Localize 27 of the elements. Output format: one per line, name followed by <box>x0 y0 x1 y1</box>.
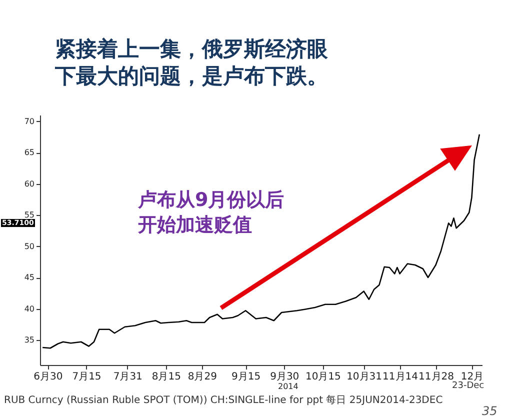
y-tick-label: 50 <box>24 242 34 251</box>
x-tick-label: 12月 <box>460 372 484 382</box>
x-tick-label: 10月15 <box>305 372 341 382</box>
x-tick-label: 10月31 <box>346 372 382 382</box>
text: 35 <box>482 404 498 418</box>
y-tick-label: 65 <box>24 148 34 157</box>
x-tick-label: 9月30 <box>270 372 300 382</box>
x-tick-label: 8月29 <box>188 372 217 382</box>
text: RUB Curncy (Russian Ruble SPOT (TOM)) CH:SINGLE-line for ppt 每日 25JUN2014-23DEC <box>4 394 443 407</box>
annotation: 卢布从9月份以后开始加速贬值 <box>138 188 286 238</box>
line-series <box>42 134 480 349</box>
text: 23-Dec <box>452 381 484 391</box>
y-tick-label: 70 <box>24 116 34 126</box>
x-tick-label: 6月30 <box>34 372 63 382</box>
x-tick-label: 7月31 <box>113 372 142 382</box>
x-tick-label: 9月15 <box>232 372 261 382</box>
x-tick-label: 8月15 <box>152 372 181 382</box>
x-tick-label: 11月14 <box>382 372 418 382</box>
y-tick-label: 60 <box>24 179 34 188</box>
text: 2014 <box>278 382 298 391</box>
chart-title: 紧接着上一集，俄罗斯经济眼下最大的问题，是卢布下跌。 <box>55 36 329 90</box>
y-tick-label: 40 <box>24 304 34 314</box>
x-tick-label: 7月15 <box>72 372 102 382</box>
y-tick-label: 35 <box>24 336 34 344</box>
y-tick-label: 55 <box>24 210 34 220</box>
y-tick-label: 45 <box>24 273 34 282</box>
x-tick-label: 11月28 <box>418 372 454 382</box>
